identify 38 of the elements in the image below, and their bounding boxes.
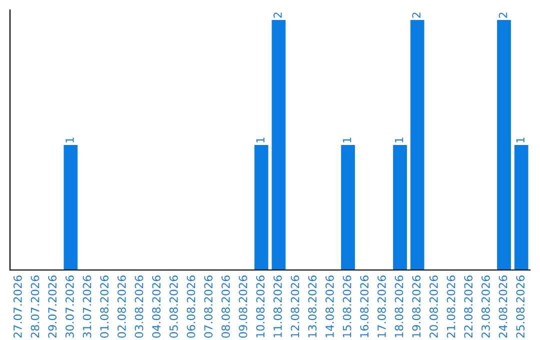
x-tick-label: 05.08.2026 xyxy=(169,276,178,338)
x-tick-label: 10.08.2026 xyxy=(256,276,265,338)
data-label: 1 xyxy=(516,138,524,142)
x-tick-label: 03.08.2026 xyxy=(134,276,144,338)
x-tick-label: 24.08.2026 xyxy=(498,276,508,338)
x-tick-label: 15.08.2026 xyxy=(342,276,352,338)
data-label: 1 xyxy=(256,138,264,142)
x-tick-label: 29.07.2026 xyxy=(48,276,57,338)
x-tick-label: 06.08.2026 xyxy=(186,276,196,338)
x-tick-label: 02.08.2026 xyxy=(117,276,126,338)
data-label: 2 xyxy=(498,12,508,18)
x-tick-label: 01.08.2026 xyxy=(100,276,109,338)
x-tick-label: 07.08.2026 xyxy=(204,276,213,338)
x-tick-label: 17.08.2026 xyxy=(377,276,386,338)
x-tick-label: 30.07.2026 xyxy=(65,276,74,338)
x-tick-label: 14.08.2026 xyxy=(325,276,334,338)
x-tick-label: 23.08.2026 xyxy=(481,276,490,338)
data-label: 1 xyxy=(66,138,74,142)
x-tick-label: 18.08.2026 xyxy=(394,276,404,338)
x-tick-label: 09.08.2026 xyxy=(238,276,248,338)
x-tick-label: 25.08.2026 xyxy=(516,276,525,338)
data-label: 2 xyxy=(273,12,282,18)
x-tick-label: 28.07.2026 xyxy=(30,276,40,338)
x-tick-label: 12.08.2026 xyxy=(290,276,300,338)
x-tick-label: 16.08.2026 xyxy=(360,276,369,338)
x-tick-label: 21.08.2026 xyxy=(446,276,456,338)
x-tick-label: 19.08.2026 xyxy=(412,276,421,338)
x-tick-label: 27.07.2026 xyxy=(13,276,22,338)
x-tick-label: 04.08.2026 xyxy=(152,276,161,338)
data-label: 1 xyxy=(394,138,404,142)
x-tick-label: 22.08.2026 xyxy=(464,276,473,338)
x-tick-label: 20.08.2026 xyxy=(429,276,438,338)
x-tick-label: 31.07.2026 xyxy=(82,276,92,338)
data-label: 2 xyxy=(412,12,420,18)
x-tick-label: 13.08.2026 xyxy=(308,276,317,338)
x-tick-label: 11.08.2026 xyxy=(273,276,282,338)
data-label: 1 xyxy=(342,138,352,142)
x-tick-label: 08.08.2026 xyxy=(221,276,230,338)
